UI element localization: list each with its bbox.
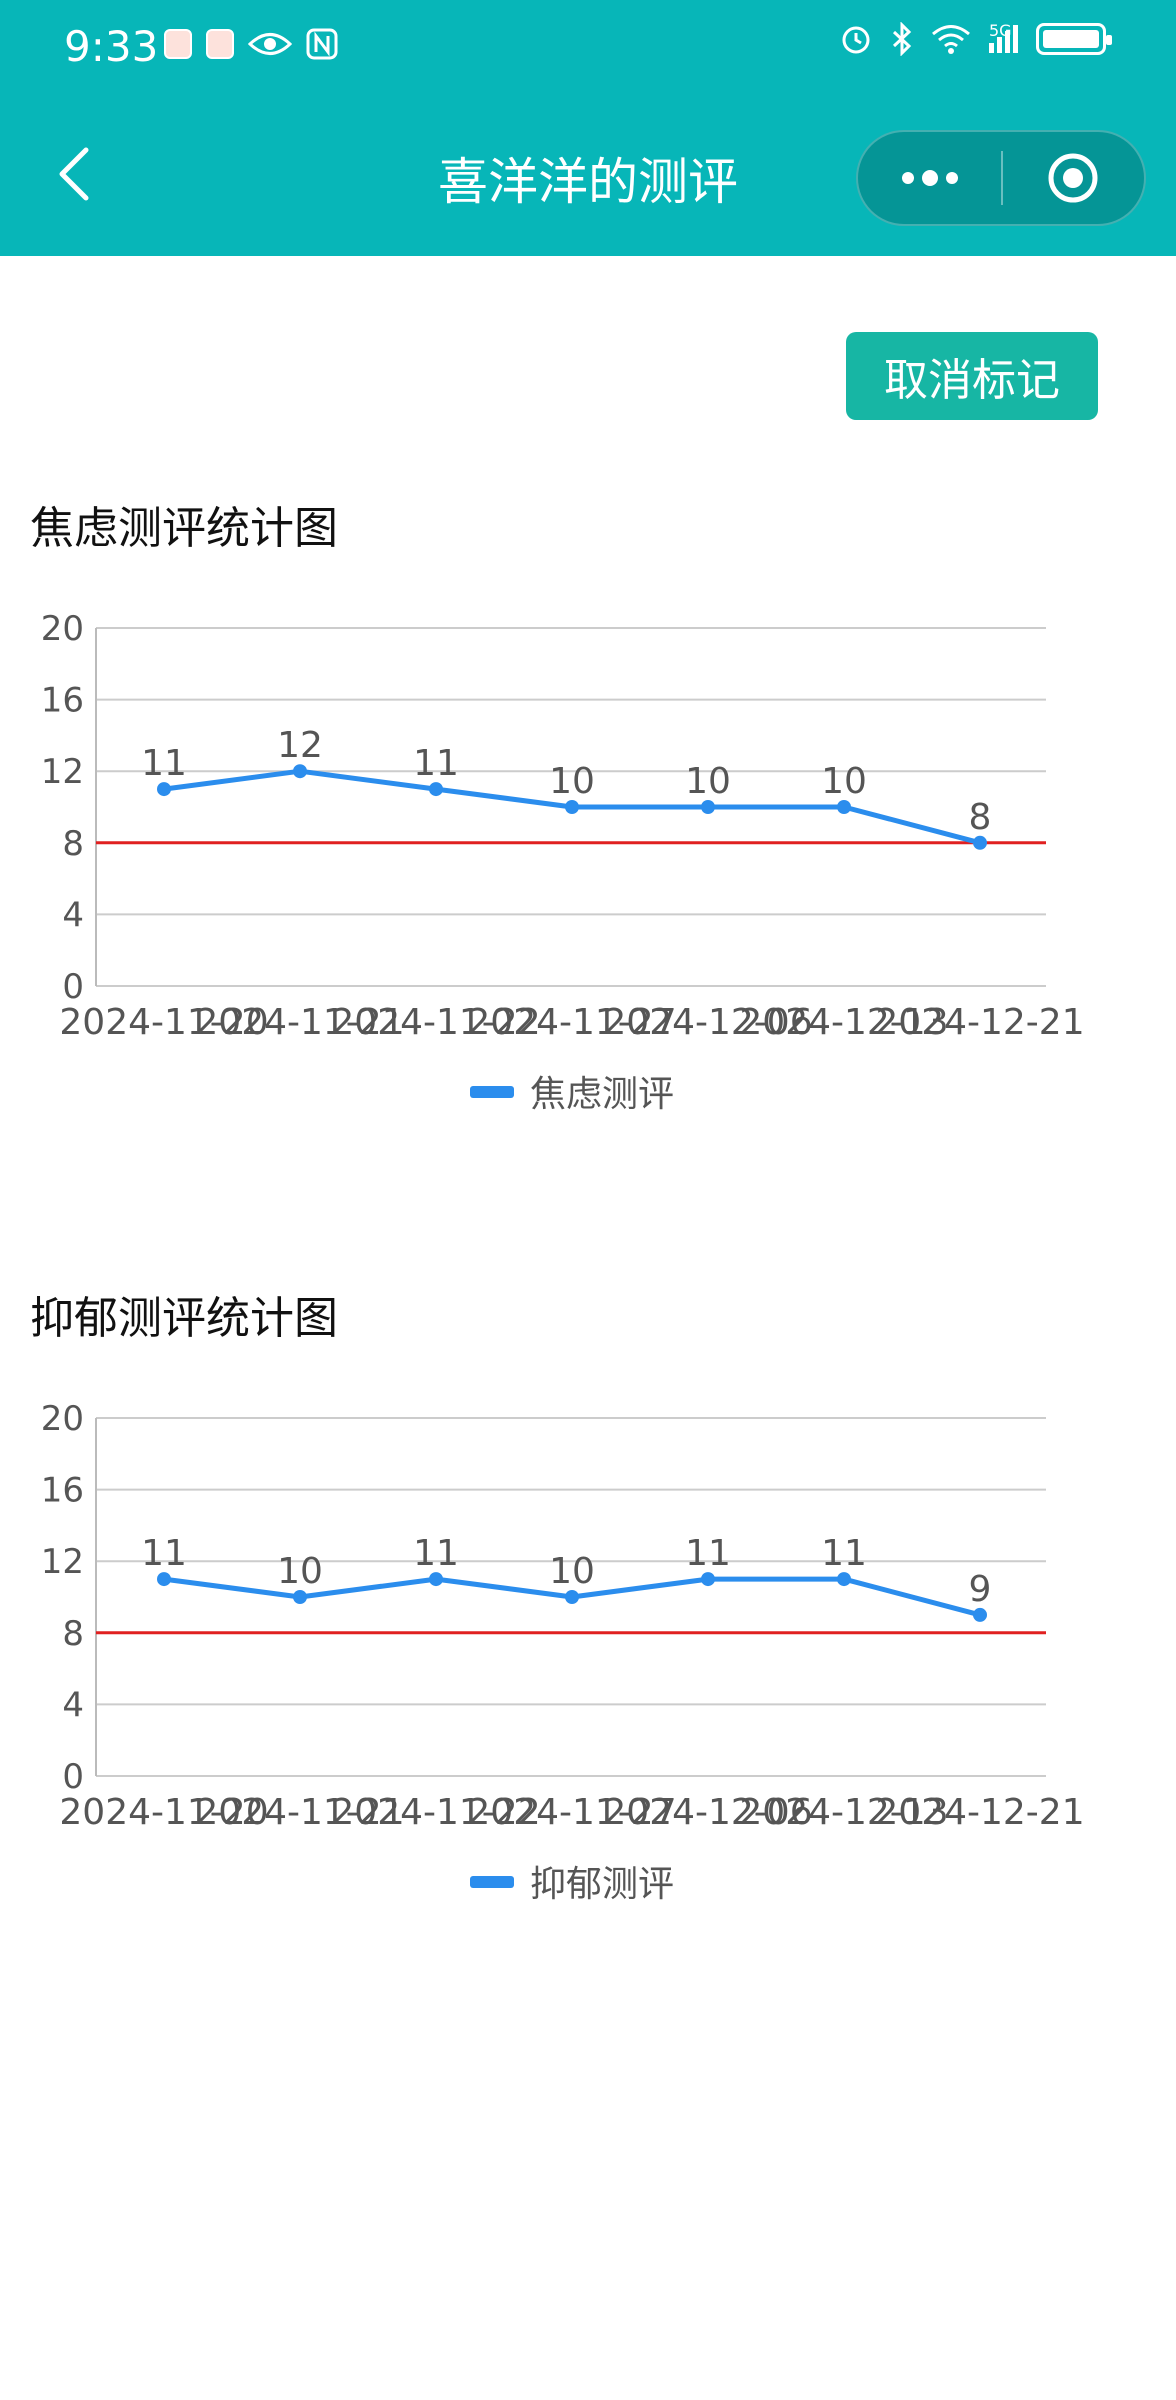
y-tick-label: 20 [41, 1399, 84, 1439]
x-tick-label: 2024-12-13 [739, 1792, 948, 1833]
legend-swatch [470, 1876, 514, 1888]
more-button[interactable] [858, 132, 1001, 224]
close-mini-program-button[interactable] [1003, 132, 1144, 224]
eye-icon [248, 33, 292, 55]
y-tick-label: 20 [41, 609, 84, 649]
y-tick-label: 16 [41, 681, 84, 721]
x-tick-label: 2024-11-22 [331, 1002, 540, 1043]
x-tick-label: 2024-12-06 [603, 1002, 812, 1043]
data-label: 11 [141, 1533, 187, 1574]
nfc-icon [306, 28, 338, 60]
nav-bar: 喜洋洋的测评 [0, 100, 1176, 256]
system-icons: 5G [839, 21, 1112, 56]
data-point [973, 835, 987, 850]
data-label: 10 [549, 1551, 595, 1592]
network-label: 5G [989, 21, 1012, 40]
data-label: 10 [685, 761, 731, 802]
bluetooth-icon [892, 22, 912, 56]
data-label: 12 [277, 725, 323, 766]
header-bar: 9:33 5G 喜洋洋的测评 [0, 0, 1176, 256]
legend-label: 焦虑测评 [530, 1074, 674, 1115]
data-label: 10 [549, 761, 595, 802]
anxiety-line-chart: 0481216202024-11-202024-11-212024-11-222… [41, 609, 1085, 1115]
target-icon [1048, 153, 1098, 203]
y-tick-label: 4 [62, 1685, 84, 1725]
back-button[interactable] [44, 134, 104, 214]
data-point [293, 1590, 307, 1604]
data-label: 10 [821, 761, 867, 802]
legend-label: 抑郁测评 [530, 1864, 674, 1905]
data-point [157, 1572, 171, 1587]
x-tick-label: 2024-12-13 [739, 1002, 948, 1043]
chevron-left-icon [59, 147, 89, 201]
legend-swatch [470, 1086, 514, 1098]
x-tick-label: 2024-11-21 [195, 1792, 404, 1833]
y-tick-label: 4 [62, 895, 84, 935]
more-dots-icon [901, 170, 958, 186]
alarm-icon [842, 26, 870, 54]
y-tick-label: 8 [62, 824, 84, 864]
data-label: 11 [413, 743, 459, 784]
x-tick-label: 2024-11-27 [467, 1002, 676, 1043]
x-tick-label: 2024-11-22 [331, 1792, 540, 1833]
notification-icons [164, 28, 338, 60]
y-tick-label: 0 [62, 967, 84, 1007]
x-tick-label: 2024-11-20 [59, 1002, 268, 1043]
wifi-icon [932, 25, 970, 54]
data-label: 9 [969, 1569, 992, 1610]
data-point [157, 782, 171, 797]
data-label: 10 [277, 1551, 323, 1592]
y-tick-label: 16 [41, 1471, 84, 1511]
cancel-mark-button[interactable]: 取消标记 [846, 332, 1098, 420]
x-tick-label: 2024-12-21 [875, 1792, 1084, 1833]
y-tick-label: 12 [41, 752, 84, 792]
data-point [701, 800, 715, 814]
data-label: 11 [821, 1533, 867, 1574]
data-point [565, 800, 579, 814]
book-icon [164, 29, 192, 59]
y-tick-label: 8 [62, 1614, 84, 1654]
page-title: 喜洋洋的测评 [438, 153, 738, 211]
data-label: 11 [413, 1533, 459, 1574]
anxiety-chart-title: 焦虑测评统计图 [30, 503, 338, 554]
book-icon [206, 29, 234, 59]
capsule-divider [1001, 151, 1003, 205]
data-label: 11 [141, 743, 187, 784]
x-tick-label: 2024-11-20 [59, 1792, 268, 1833]
mini-program-capsule [856, 130, 1146, 226]
status-bar: 9:33 5G [0, 0, 1176, 100]
y-tick-label: 0 [62, 1757, 84, 1797]
depression-line-chart: 0481216202024-11-202024-11-212024-11-222… [41, 1399, 1085, 1905]
data-point [565, 1590, 579, 1604]
data-point [837, 1572, 851, 1587]
signal-5g-icon: 5G [989, 21, 1018, 53]
x-tick-label: 2024-12-21 [875, 1002, 1084, 1043]
data-point [429, 1572, 443, 1587]
x-tick-label: 2024-11-27 [467, 1792, 676, 1833]
status-time: 9:33 [64, 22, 159, 71]
depression-chart-title: 抑郁测评统计图 [30, 1293, 338, 1344]
data-point [429, 782, 443, 797]
y-tick-label: 12 [41, 1542, 84, 1582]
data-label: 8 [969, 797, 992, 838]
data-point [973, 1607, 987, 1622]
data-point [293, 764, 307, 779]
data-point [701, 1572, 715, 1587]
battery-icon [1036, 23, 1112, 55]
data-point [837, 800, 851, 814]
data-label: 11 [685, 1533, 731, 1574]
x-tick-label: 2024-12-06 [603, 1792, 812, 1833]
x-tick-label: 2024-11-21 [195, 1002, 404, 1043]
